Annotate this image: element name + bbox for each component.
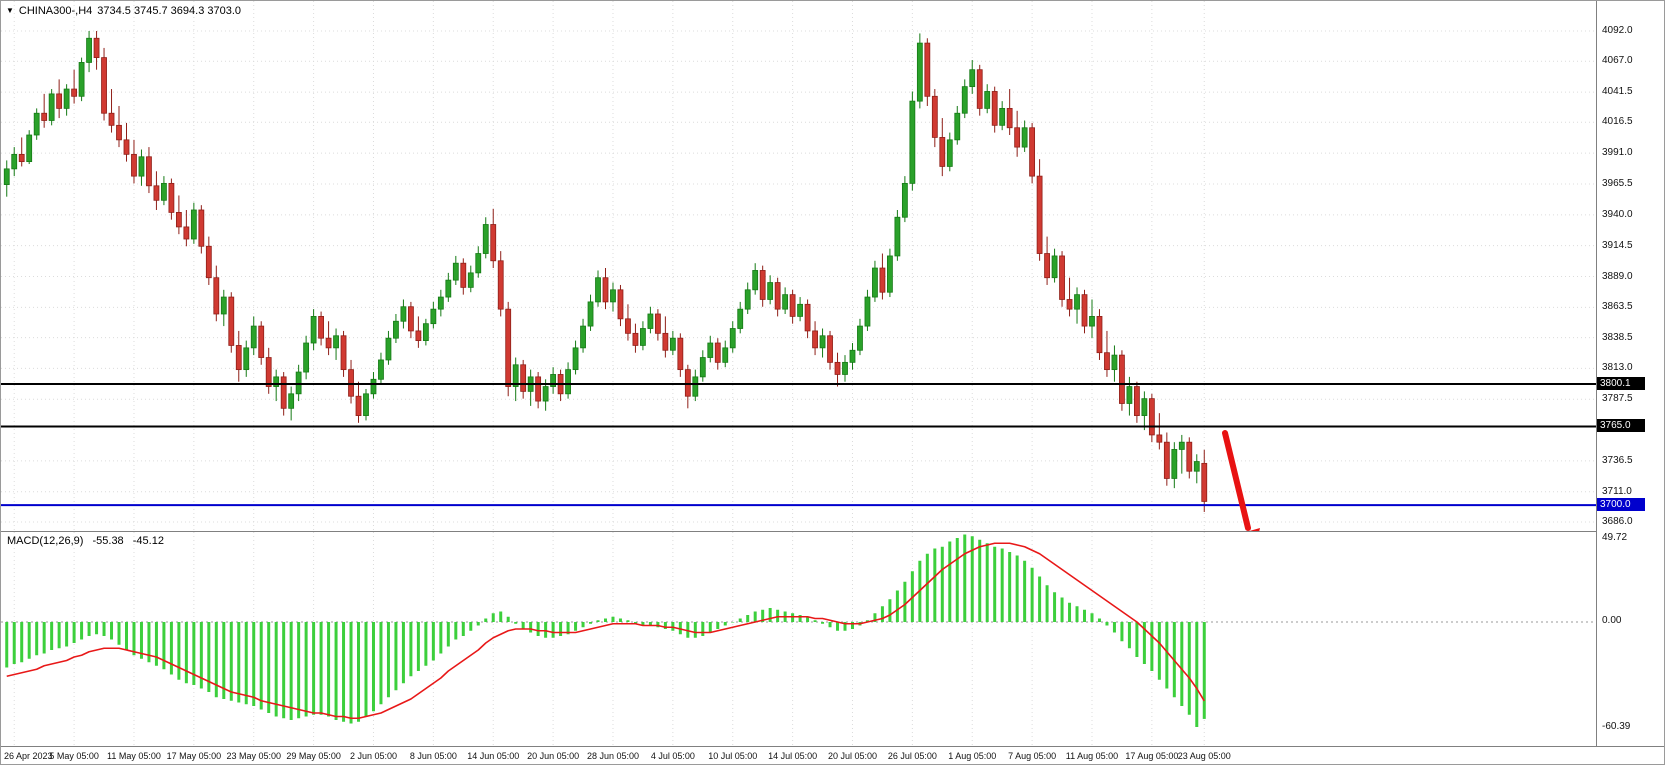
- time-axis-label: 2 Jun 05:00: [349, 751, 397, 761]
- price-axis-label: 4016.5: [1602, 116, 1633, 128]
- symbol-ohlc-readout: ▼ CHINA300-,H4 3734.5 3745.7 3694.3 3703…: [6, 5, 241, 17]
- price-axis-label: 3965.5: [1602, 177, 1633, 189]
- price-axis-label: 4092.0: [1602, 25, 1633, 36]
- price-axis-label: 4067.0: [1602, 55, 1633, 67]
- time-axis-label: 23 May 05:00: [226, 751, 281, 761]
- time-axis-label: 28 Jun 05:00: [586, 751, 640, 761]
- price-panel: ▼ CHINA300-,H4 3734.5 3745.7 3694.3 3703…: [1, 1, 1596, 531]
- price-axis-label: 3813.0: [1602, 362, 1633, 374]
- time-axis-label: 4 Jul 05:00: [650, 751, 695, 761]
- price-axis-label: 3736.5: [1602, 454, 1633, 466]
- time-axis-label: 20 Jun 05:00: [527, 751, 580, 761]
- macd-value: -55.38: [92, 535, 124, 547]
- time-axis-label: 11 May 05:00: [107, 751, 161, 761]
- price-axis-label: 3711.0: [1602, 485, 1632, 497]
- price-axis-label: 3863.5: [1602, 301, 1633, 313]
- price-axis-label: 3787.5: [1602, 393, 1633, 405]
- level-lines-layer[interactable]: [1, 383, 1596, 507]
- time-axis-label: 10 Jul 05:00: [708, 751, 758, 761]
- price-axis-label: 3914.5: [1602, 239, 1633, 251]
- time-axis-label: 8 Jun 05:00: [409, 751, 457, 761]
- time-axis-label: 23 Aug 05:00: [1177, 751, 1231, 761]
- time-axis-label: 17 May 05:00: [166, 751, 222, 761]
- price-axis[interactable]: 4092.0 4067.0 4041.5 4016.5 3991.0 3965.5 3940…: [1596, 1, 1664, 746]
- macd-indicator-readout: MACD(12,26,9) -55.38 -45.12: [7, 535, 170, 547]
- time-axis-label: 14 Jun 05:00: [467, 751, 520, 761]
- price-grid-layer: [1, 1, 1596, 531]
- time-axis-label: 29 May 05:00: [286, 751, 341, 761]
- time-axis-label: 11 Aug 05:00: [1065, 751, 1119, 761]
- time-axis-label: 5 May 05:00: [49, 751, 99, 761]
- time-axis[interactable]: 26 Apr 2023 5 May 05:00 11 May 05:00 17 May…: [1, 746, 1664, 764]
- level-price-tag: 3765.0: [1597, 419, 1645, 433]
- macd-signal-line: [6, 542, 1205, 720]
- macd-axis-label: -60.39: [1602, 720, 1631, 732]
- time-axis-label: 14 Jul 05:00: [768, 751, 818, 761]
- price-axis-label: 3838.5: [1602, 331, 1633, 343]
- chart-dropdown-icon[interactable]: ▼: [6, 6, 14, 15]
- macd-label: MACD(12,26,9): [7, 535, 84, 547]
- price-axis-label: 3889.0: [1602, 270, 1633, 282]
- time-axis-label: 17 Aug 05:00: [1125, 751, 1179, 761]
- candles-layer: [3, 31, 1208, 512]
- macd-histogram: [5, 534, 1206, 727]
- macd-axis-label: 0.00: [1602, 615, 1622, 626]
- time-axis-label: 1 Aug 05:00: [948, 751, 997, 761]
- macd-plot[interactable]: [1, 532, 1596, 747]
- level-price-tag: 3800.1: [1597, 377, 1645, 390]
- price-axis-label: 3940.0: [1602, 208, 1633, 220]
- price-chart-plot[interactable]: [1, 1, 1596, 531]
- time-axis-label: 26 Jul 05:00: [887, 751, 937, 761]
- symbol-timeframe-label: CHINA300-,H4: [18, 5, 93, 17]
- macd-axis-label: 49.72: [1602, 532, 1628, 543]
- ohlc-values: 3734.5 3745.7 3694.3 3703.0: [97, 5, 242, 17]
- down-arrow-annotation[interactable]: [1222, 430, 1260, 531]
- macd-panel: MACD(12,26,9) -55.38 -45.12: [1, 531, 1596, 747]
- time-axis-label: 7 Aug 05:00: [1008, 751, 1057, 761]
- level-price-tag: 3700.0: [1597, 498, 1645, 512]
- price-axis-label: 3991.0: [1602, 147, 1633, 159]
- price-axis-label: 4041.5: [1602, 86, 1633, 98]
- macd-signal-value: -45.12: [132, 535, 164, 547]
- price-axis-label: 3686.0: [1602, 516, 1633, 527]
- time-axis-label: 20 Jul 05:00: [827, 751, 878, 761]
- time-axis-label: 26 Apr 2023: [4, 751, 53, 761]
